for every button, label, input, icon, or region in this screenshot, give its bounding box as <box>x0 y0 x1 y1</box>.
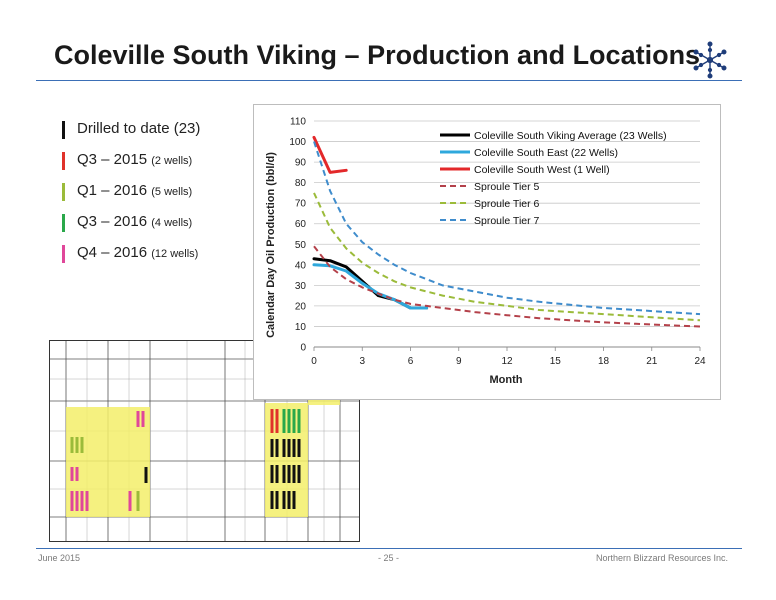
legend-swatch <box>62 214 65 232</box>
y-tick-label: 30 <box>295 281 307 292</box>
legend-label-4: Sproule Tier 6 <box>474 198 540 210</box>
x-tick-label: 18 <box>598 356 610 367</box>
y-tick-label: 110 <box>290 117 306 128</box>
y-tick-label: 80 <box>295 178 307 189</box>
x-tick-label: 6 <box>408 356 414 367</box>
series-line-4 <box>313 192 701 322</box>
location-map-drawing <box>50 341 359 541</box>
footer-rule <box>36 548 742 549</box>
legend-label: Q1 – 2016 <box>77 182 152 199</box>
y-tick-label: 20 <box>295 301 307 312</box>
legend-label: Drilled to date (23) <box>77 120 201 137</box>
legend-count: (2 wells) <box>151 155 193 167</box>
legend-count: (12 wells) <box>151 248 199 260</box>
legend-label: Q3 – 2015 <box>77 151 152 168</box>
series-line-1 <box>312 263 429 310</box>
header-rule <box>36 80 742 81</box>
footer-date: June 2015 <box>38 553 81 563</box>
x-tick-label: 21 <box>646 356 658 367</box>
page-title: Coleville South Viking – Production and … <box>54 40 701 70</box>
y-axis-label: Calendar Day Oil Production (bbl/d) <box>265 152 277 338</box>
y-tick-label: 70 <box>295 199 307 210</box>
y-tick-label: 10 <box>295 322 307 333</box>
y-tick-label: 50 <box>295 240 307 251</box>
y-tick-label: 60 <box>295 219 307 230</box>
legend-label-5: Sproule Tier 7 <box>474 215 540 227</box>
legend-label-1: Coleville South East (22 Wells) <box>474 147 618 159</box>
x-tick-label: 9 <box>456 356 462 367</box>
y-tick-label: 0 <box>300 343 306 354</box>
y-tick-label: 90 <box>295 158 307 169</box>
x-axis-label: Month <box>490 374 523 386</box>
footer-page-number: - 25 - <box>378 553 400 563</box>
series-line-5 <box>313 141 701 316</box>
legend-swatch <box>62 183 65 201</box>
x-tick-label: 15 <box>550 356 562 367</box>
snowflake-logo-icon <box>693 41 727 79</box>
legend-swatch <box>62 245 65 263</box>
x-tick-label: 24 <box>694 356 706 367</box>
legend-swatch <box>62 121 65 139</box>
legend-swatch <box>62 152 65 170</box>
x-tick-label: 0 <box>311 356 317 367</box>
legend-label-2: Coleville South West (1 Well) <box>474 164 610 176</box>
y-tick-label: 40 <box>295 260 307 271</box>
production-chart: 0 10 20 30 40 50 60 70 80 90 100 110 0 3 6 9 12 15 18 21 24 … <box>253 104 721 400</box>
x-tick-label: 12 <box>501 356 513 367</box>
y-tick-label: 100 <box>289 137 306 148</box>
legend-label: Q3 – 2016 <box>77 213 152 230</box>
legend-count: (5 wells) <box>151 186 193 198</box>
legend-label: Q4 – 2016 <box>77 244 152 261</box>
legend-label-3: Sproule Tier 5 <box>474 181 540 193</box>
legend-count: (4 wells) <box>151 217 193 229</box>
footer-company: Northern Blizzard Resources Inc. <box>596 553 729 563</box>
series-line-2 <box>312 135 348 174</box>
x-tick-label: 3 <box>359 356 365 367</box>
legend-label-0: Coleville South Viking Average (23 Wells… <box>474 130 667 142</box>
series-line-3 <box>313 245 701 328</box>
